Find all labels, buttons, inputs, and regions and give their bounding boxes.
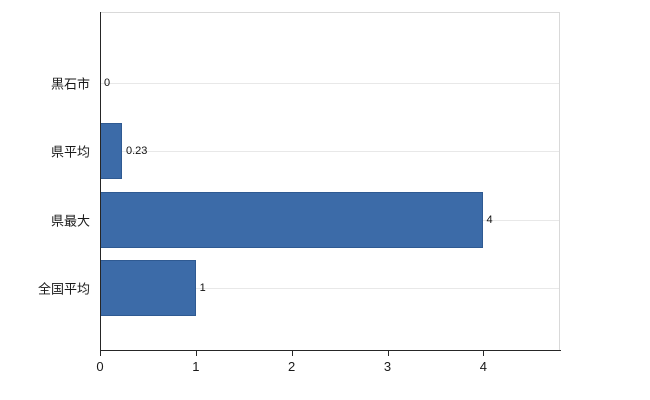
gridline [100,287,559,289]
category-label: 県最大 [50,213,90,229]
x-axis-tick-label: 2 [288,359,296,374]
x-axis-tick-label: 1 [192,359,200,374]
gridline [100,83,559,85]
x-axis-tick-mark [100,351,101,356]
x-axis-line [100,350,561,351]
x-axis-tick-label: 4 [479,359,487,374]
x-axis-tick-label: 0 [96,359,104,374]
x-axis-tick-mark [291,351,293,356]
x-axis-tick-mark [195,351,197,356]
bar-value-label: 1 [199,281,206,294]
bar-row: 県最大 4 [51,186,559,254]
bar [100,123,122,180]
bar-rows-container: 黒石市 0 県平均 0.23 県最大 4 全国平均 1 [38,13,559,350]
gridline [100,151,559,153]
bar [100,191,483,248]
category-label: 黒石市 [50,76,90,92]
x-axis-tick-mark [387,351,389,356]
bar [100,259,196,316]
bar-row: 県平均 0.23 [51,117,559,185]
x-axis-tick-label: 3 [383,359,392,374]
category-label: 県平均 [50,144,90,160]
category-label: 全国平均 [37,281,90,297]
x-axis-tick-mark [483,351,485,356]
plot-area: 黒石市 0 県平均 0.23 県最大 4 全国平均 1 [38,12,560,350]
x-axis-ticks: 0 1 2 3 4 [96,350,560,380]
bar-value-label: 4 [486,213,493,226]
bar-value-label: 0.23 [125,145,148,158]
y-axis-line [100,12,101,351]
bar-value-label: 0 [104,77,111,90]
bar-row: 黒石市 0 [51,49,559,117]
bar-row: 全国平均 1 [38,254,559,322]
